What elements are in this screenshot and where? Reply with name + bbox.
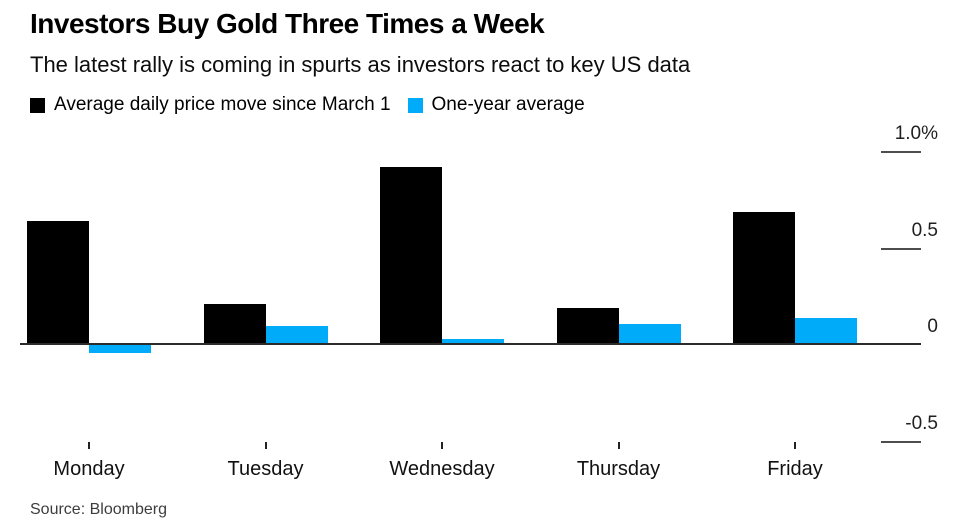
- legend-item-one-year: One-year average: [407, 94, 585, 116]
- ytick-label: 1.0%: [894, 123, 938, 144]
- legend-item-daily-move: Average daily price move since March 1: [30, 94, 391, 116]
- bar-friday-daily-move: [733, 211, 795, 345]
- ytick-label: -0.5: [905, 412, 938, 434]
- legend-label-one-year: One-year average: [431, 94, 585, 115]
- ytick-label: 0: [927, 316, 938, 337]
- xtick-label-wednesday: Wednesday: [389, 458, 495, 480]
- xtick-label-tuesday: Tuesday: [227, 458, 304, 480]
- xtick-label-monday: Monday: [53, 458, 125, 480]
- bar-thursday-daily-move: [556, 308, 619, 345]
- source-note: Source: Bloomberg: [30, 501, 167, 518]
- bar-monday-one-year: [89, 345, 151, 353]
- bar-friday-one-year: [795, 317, 857, 345]
- ytick-line: [881, 440, 921, 443]
- xtick-line: [617, 442, 620, 449]
- chart-subtitle: The latest rally is coming in spurts as …: [30, 52, 691, 77]
- legend: Average daily price move since March 1 O…: [30, 94, 585, 116]
- legend-label-daily-move: Average daily price move since March 1: [54, 94, 391, 115]
- xtick-label-friday: Friday: [767, 458, 823, 480]
- ytick-label: 0.5: [911, 219, 938, 241]
- bar-wednesday-daily-move: [380, 167, 442, 345]
- bar-tuesday-daily-move: [203, 304, 266, 345]
- xtick-line: [441, 442, 443, 449]
- bar-tuesday-one-year: [265, 325, 328, 345]
- xtick-label-thursday: Thursday: [576, 458, 661, 480]
- legend-swatch-black-icon: [30, 97, 45, 113]
- bar-monday-daily-move: [27, 221, 89, 345]
- bar-wednesday-one-year: [442, 339, 504, 345]
- xtick-line: [794, 442, 796, 449]
- ytick-line: [881, 151, 921, 153]
- chart-title: Investors Buy Gold Three Times a Week: [30, 8, 545, 39]
- legend-swatch-cyan-icon: [407, 97, 423, 113]
- bar-thursday-one-year: [618, 323, 681, 345]
- zero-axis-line: [20, 343, 921, 345]
- ytick-line: [881, 247, 921, 250]
- xtick-line: [88, 442, 90, 449]
- xtick-line: [264, 442, 267, 449]
